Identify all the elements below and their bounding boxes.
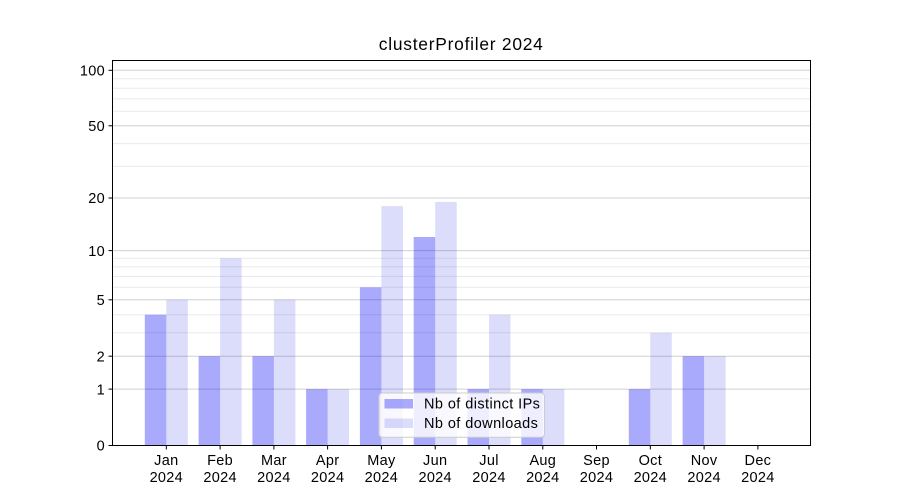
svg-text:Nb of downloads: Nb of downloads — [424, 416, 538, 432]
svg-text:10: 10 — [88, 244, 105, 260]
svg-text:2024: 2024 — [418, 470, 451, 486]
svg-text:Dec: Dec — [745, 453, 772, 469]
svg-text:2024: 2024 — [687, 470, 720, 486]
svg-text:Oct: Oct — [639, 453, 662, 469]
svg-text:Sep: Sep — [583, 453, 610, 469]
svg-text:50: 50 — [88, 119, 105, 135]
svg-text:Apr: Apr — [316, 453, 339, 469]
svg-text:2024: 2024 — [472, 470, 505, 486]
svg-text:2024: 2024 — [150, 470, 183, 486]
svg-text:2024: 2024 — [634, 470, 667, 486]
svg-text:Jan: Jan — [154, 453, 178, 469]
svg-text:clusterProfiler 2024: clusterProfiler 2024 — [379, 34, 544, 54]
svg-text:2024: 2024 — [203, 470, 236, 486]
svg-text:2024: 2024 — [365, 470, 398, 486]
svg-text:20: 20 — [88, 191, 105, 207]
svg-text:2024: 2024 — [580, 470, 613, 486]
svg-text:2024: 2024 — [257, 470, 290, 486]
svg-text:0: 0 — [97, 439, 105, 455]
svg-text:May: May — [367, 453, 396, 469]
svg-text:Jun: Jun — [423, 453, 447, 469]
svg-text:100: 100 — [80, 64, 105, 80]
svg-text:2024: 2024 — [311, 470, 344, 486]
svg-text:Aug: Aug — [529, 453, 556, 469]
svg-text:Nov: Nov — [691, 453, 718, 469]
svg-text:Nb of distinct IPs: Nb of distinct IPs — [424, 397, 540, 413]
svg-text:1: 1 — [97, 382, 105, 398]
svg-text:2024: 2024 — [526, 470, 559, 486]
svg-text:5: 5 — [97, 293, 105, 309]
svg-text:2: 2 — [97, 349, 105, 365]
svg-text:2024: 2024 — [741, 470, 774, 486]
svg-text:Jul: Jul — [479, 453, 498, 469]
svg-text:Feb: Feb — [207, 453, 233, 469]
svg-text:Mar: Mar — [261, 453, 287, 469]
